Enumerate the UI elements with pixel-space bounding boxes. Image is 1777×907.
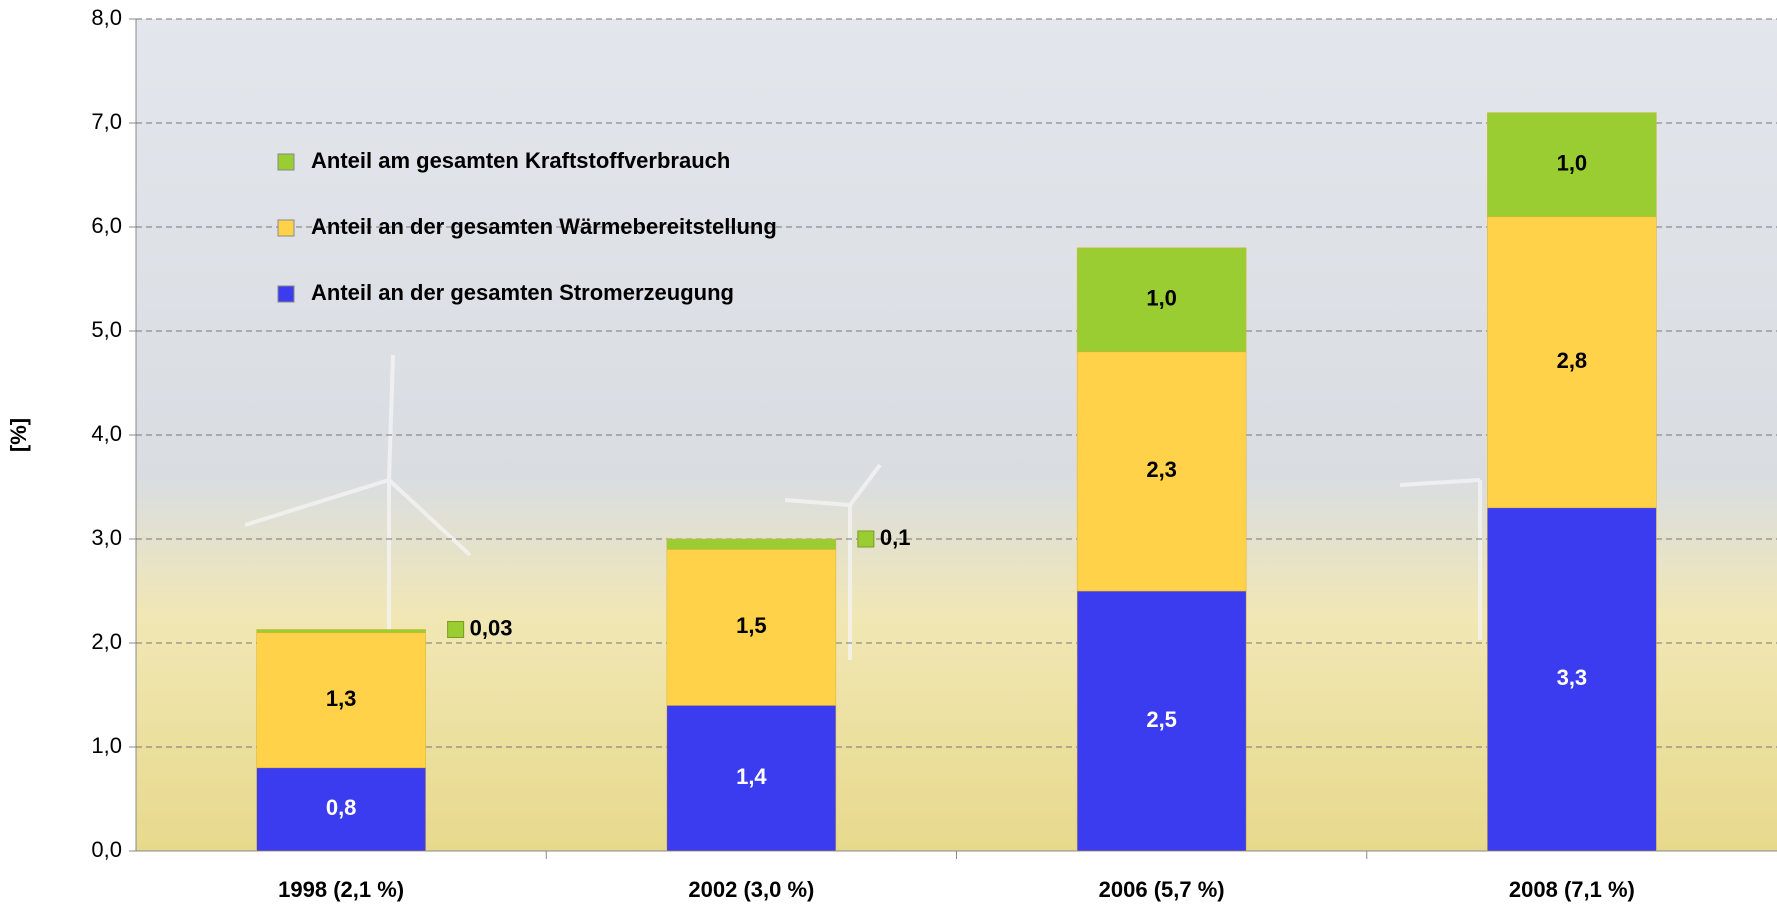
- value-label: 2,5: [1146, 707, 1177, 732]
- y-axis-label: [%]: [6, 418, 31, 452]
- legend-label: Anteil am gesamten Kraftstoffverbrauch: [311, 148, 730, 173]
- value-label: 1,4: [736, 764, 767, 789]
- legend-marker: [278, 286, 294, 302]
- value-label: 1,5: [736, 613, 767, 638]
- value-label-marker: [858, 531, 874, 547]
- x-tick-label: 1998 (2,1 %): [278, 877, 404, 902]
- value-label: 0,1: [880, 525, 911, 550]
- y-tick-label: 5,0: [91, 317, 122, 342]
- y-tick-label: 3,0: [91, 525, 122, 550]
- legend-marker: [278, 220, 294, 236]
- value-label: 2,8: [1557, 348, 1588, 373]
- value-label: 3,3: [1557, 665, 1588, 690]
- value-label: 1,3: [326, 686, 357, 711]
- legend-label: Anteil an der gesamten Wärmebereitstellu…: [311, 214, 777, 239]
- chart: [%] 0,0 1,0 2,0 3,0 4,0 5,0 6,0 7,0 8,0 1998 (2,1…: [0, 0, 1777, 907]
- legend-marker: [278, 154, 294, 170]
- legend-label: Anteil an der gesamten Stromerzeugung: [311, 280, 734, 305]
- page: {"chart_data": {"type": "stacked-bar", "…: [0, 0, 1777, 907]
- y-tick-label: 4,0: [91, 421, 122, 446]
- y-tick-label: 0,0: [91, 837, 122, 862]
- y-tick-label: 8,0: [91, 5, 122, 30]
- value-label: 2,3: [1146, 457, 1177, 482]
- y-tick-label: 2,0: [91, 629, 122, 654]
- bar-segment: [667, 539, 836, 549]
- value-label: 1,0: [1146, 286, 1177, 311]
- bar-segment: [257, 629, 426, 632]
- x-tick-label: 2002 (3,0 %): [688, 877, 814, 902]
- x-tick-label: 2008 (7,1 %): [1509, 877, 1635, 902]
- value-label: 1,0: [1557, 150, 1588, 175]
- x-tick-label: 2006 (5,7 %): [1099, 877, 1225, 902]
- value-label: 0,8: [326, 795, 357, 820]
- y-tick-label: 7,0: [91, 109, 122, 134]
- y-tick-label: 1,0: [91, 733, 122, 758]
- value-label-marker: [448, 621, 464, 637]
- y-tick-label: 6,0: [91, 213, 122, 238]
- value-label: 0,03: [470, 615, 513, 640]
